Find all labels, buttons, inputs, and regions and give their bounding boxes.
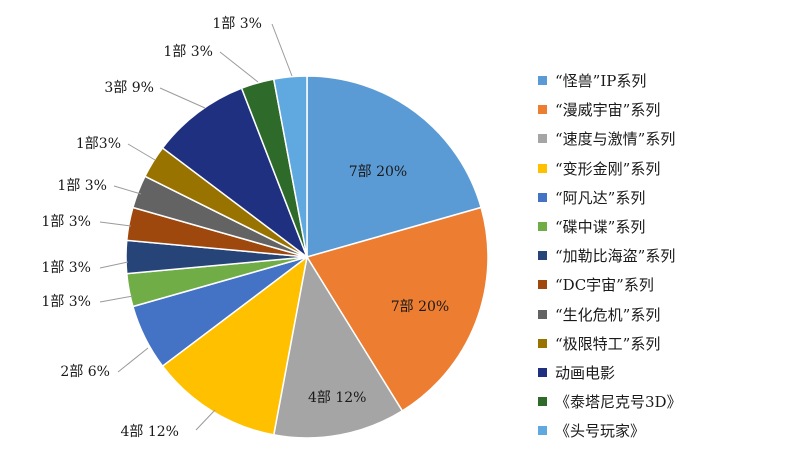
slice-label-0: 7部 20% [349,164,407,180]
leader-line-4 [117,347,149,373]
legend-item: “怪兽”IP系列 [538,66,788,95]
legend-item: 动画电影 [538,358,788,387]
legend-swatch [538,280,547,290]
leader-line-8 [113,185,142,195]
leader-line-11 [219,51,259,83]
legend: “怪兽”IP系列 “漫威宇宙”系列 “速度与激情”系列 “变形金刚”系列 “阿凡达”系列… [538,66,788,445]
legend-swatch [538,76,547,86]
legend-label: “变形金刚”系列 [555,159,661,178]
slice-label-1: 7部 20% [391,299,449,315]
legend-label: “阿凡达”系列 [555,188,646,207]
legend-label: “速度与激情”系列 [555,130,676,149]
legend-swatch [538,309,547,319]
legend-item: “碟中谍”系列 [538,212,788,241]
legend-label: 《头号玩家》 [555,422,646,441]
legend-swatch [538,163,547,173]
pie-slices [125,75,489,439]
legend-item: “极限特工”系列 [538,329,788,358]
legend-swatch [538,338,547,348]
legend-label: “加勒比海盗”系列 [555,247,676,266]
legend-item: 《头号玩家》 [538,416,788,445]
legend-label: “极限特工”系列 [555,334,661,353]
slice-label-3: 4部 12% [121,424,179,440]
pie-slice-0 [306,75,483,258]
pie-slice-3 [161,255,309,436]
leader-line-5 [99,295,134,303]
legend-item: 《泰塔尼克号3D》 [538,387,788,416]
legend-item: “漫威宇宙”系列 [538,95,788,124]
leader-line-6 [99,261,129,269]
slice-label-10: 3部 9% [104,80,154,96]
legend-item: “阿凡达”系列 [538,183,788,212]
legend-swatch [538,192,547,202]
slice-label-4: 2部 6% [60,364,110,380]
slice-labels: 7部 20% 7部 20% 4部 12% 4部 12% 2部 6% 1部 3% 1部 3% 1… [41,16,449,440]
legend-item: “速度与激情”系列 [538,124,788,153]
legend-label: “漫威宇宙”系列 [555,101,661,120]
slice-label-8: 1部 3% [57,178,107,194]
legend-swatch [538,134,547,144]
legend-label: “碟中谍”系列 [555,218,646,237]
legend-item: “加勒比海盗”系列 [538,241,788,270]
slice-label-2: 4部 12% [308,390,366,406]
slice-label-5: 1部 3% [41,294,91,310]
pie-slice-10 [161,87,309,260]
leader-line-9 [127,143,156,161]
leader-line-3 [195,409,216,431]
leader-line-10 [159,87,206,109]
pie-chart: 7部 20% 7部 20% 4部 12% 4部 12% 2部 6% 1部 3% 1部 3% 1… [41,16,489,440]
legend-label: 《泰塔尼克号3D》 [555,393,682,412]
pie-slice-12 [272,75,308,258]
legend-swatch [538,105,547,115]
slice-label-12: 1部 3% [212,16,262,32]
legend-label: “DC宇宙”系列 [555,276,654,295]
pie-slice-1 [305,206,489,412]
legend-item: “变形金刚”系列 [538,154,788,183]
pie-slice-2 [272,254,404,439]
legend-label: 动画电影 [555,363,616,382]
legend-swatch [538,251,547,261]
slice-label-11: 1部 3% [163,44,213,60]
legend-label: “生化危机”系列 [555,305,661,324]
legend-item: “DC宇宙”系列 [538,270,788,299]
leader-line-12 [271,23,293,77]
slice-label-9: 1部3% [76,136,121,152]
legend-label: “怪兽”IP系列 [555,72,647,91]
slice-label-7: 1部 3% [41,214,91,230]
leader-lines [99,23,320,431]
legend-swatch [538,367,547,377]
slice-label-6: 1部 3% [41,260,91,276]
leader-line-7 [99,221,132,227]
legend-item: “生化危机”系列 [538,300,788,329]
legend-swatch [538,222,547,232]
legend-swatch [538,426,547,436]
legend-swatch [538,397,547,407]
